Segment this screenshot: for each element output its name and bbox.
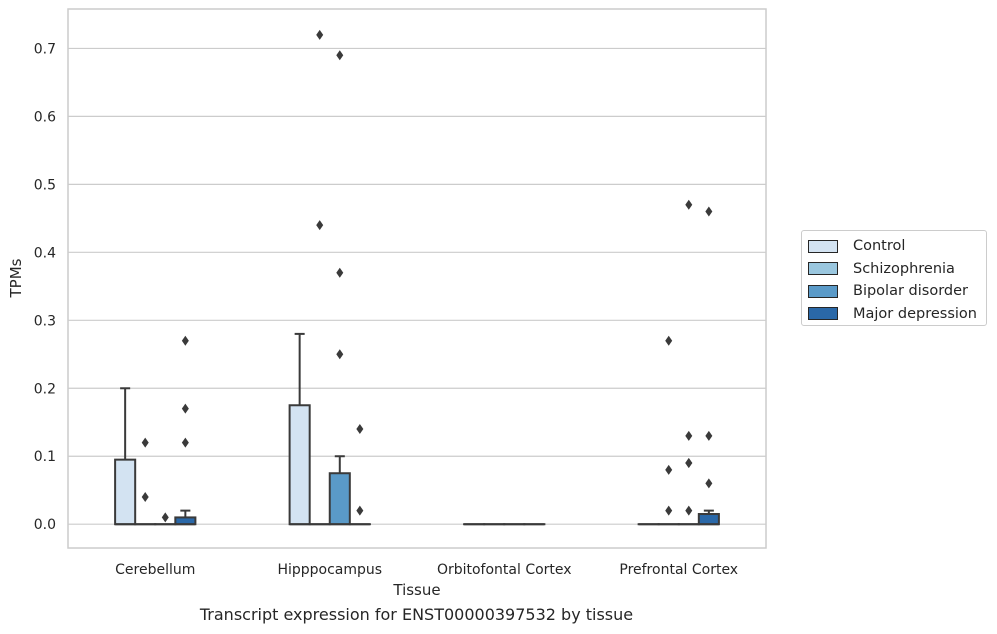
legend-swatch — [808, 262, 838, 276]
legend-item: Bipolar disorder — [808, 280, 986, 303]
y-axis-label: TPMs — [7, 258, 25, 298]
outlier-point — [665, 464, 673, 475]
legend-label: Control — [853, 238, 906, 255]
y-tick-label: 0.6 — [34, 109, 56, 125]
outlier-point — [685, 458, 693, 469]
box-major-depression — [174, 509, 197, 526]
y-tick-label: 0.1 — [34, 449, 56, 465]
box-rect — [697, 513, 720, 526]
box-control — [288, 332, 311, 526]
outlier-point — [161, 512, 169, 523]
outlier-point — [336, 267, 344, 278]
legend-label: Bipolar disorder — [853, 283, 968, 300]
x-tick-label: Hipppocampus — [277, 562, 382, 578]
x-tick-label: Prefrontal Cortex — [619, 562, 738, 578]
y-axis-ticks: 0.0 0.1 0.2 0.3 0.4 0.5 0.6 0.7 — [34, 41, 56, 533]
chart-caption: Transcript expression for ENST0000039753… — [199, 605, 634, 624]
box-plot-series — [114, 332, 720, 526]
box-rect — [328, 472, 351, 526]
outlier-point — [685, 430, 693, 441]
outlier-point — [705, 206, 713, 217]
box-major-depression — [697, 509, 720, 526]
legend-label: Schizophrenia — [853, 260, 955, 277]
outlier-point — [316, 29, 324, 40]
outlier-point — [665, 335, 673, 346]
outlier-point — [356, 505, 364, 516]
outlier-point — [665, 505, 673, 516]
outlier-point — [336, 50, 344, 61]
plot-area-frame — [67, 8, 767, 549]
legend: Control Schizophrenia Bipolar disorder Majo… — [801, 230, 987, 326]
legend-swatch — [808, 284, 838, 298]
x-tick-label: Orbitofontal Cortex — [437, 562, 572, 578]
box-bipolar-disorder — [328, 455, 351, 526]
y-tick-label: 0.3 — [34, 313, 56, 329]
legend-item: Major depression — [808, 303, 986, 326]
outlier-point — [705, 430, 713, 441]
legend-swatch — [808, 307, 838, 321]
box-rect — [288, 404, 311, 526]
legend-item: Control — [808, 235, 986, 258]
outlier-point — [685, 505, 693, 516]
box-rect — [114, 458, 137, 526]
outlier-point — [141, 492, 149, 503]
x-axis-ticks: Cerebellum Hipppocampus Orbitofontal Corte… — [115, 562, 738, 578]
outlier-point — [685, 199, 693, 210]
outlier-point — [181, 403, 189, 414]
y-tick-label: 0.7 — [34, 41, 56, 57]
legend-swatch — [808, 239, 838, 253]
x-axis-label: Tissue — [392, 581, 440, 599]
x-tick-label: Cerebellum — [115, 562, 195, 578]
outlier-point — [705, 478, 713, 489]
y-tick-label: 0.2 — [34, 381, 56, 397]
outlier-point — [181, 437, 189, 448]
grid-lines — [68, 47, 766, 525]
outlier-point — [336, 349, 344, 360]
legend-item: Schizophrenia — [808, 258, 986, 281]
outlier-point — [316, 220, 324, 231]
outlier-point — [141, 437, 149, 448]
box-rect — [174, 516, 197, 526]
legend-label: Major depression — [853, 305, 977, 322]
y-tick-label: 0.0 — [34, 517, 56, 533]
outlier-point — [181, 335, 189, 346]
y-tick-label: 0.5 — [34, 177, 56, 193]
outlier-points — [141, 29, 713, 523]
outlier-point — [356, 424, 364, 435]
box-control — [114, 387, 137, 526]
y-tick-label: 0.4 — [34, 245, 56, 261]
